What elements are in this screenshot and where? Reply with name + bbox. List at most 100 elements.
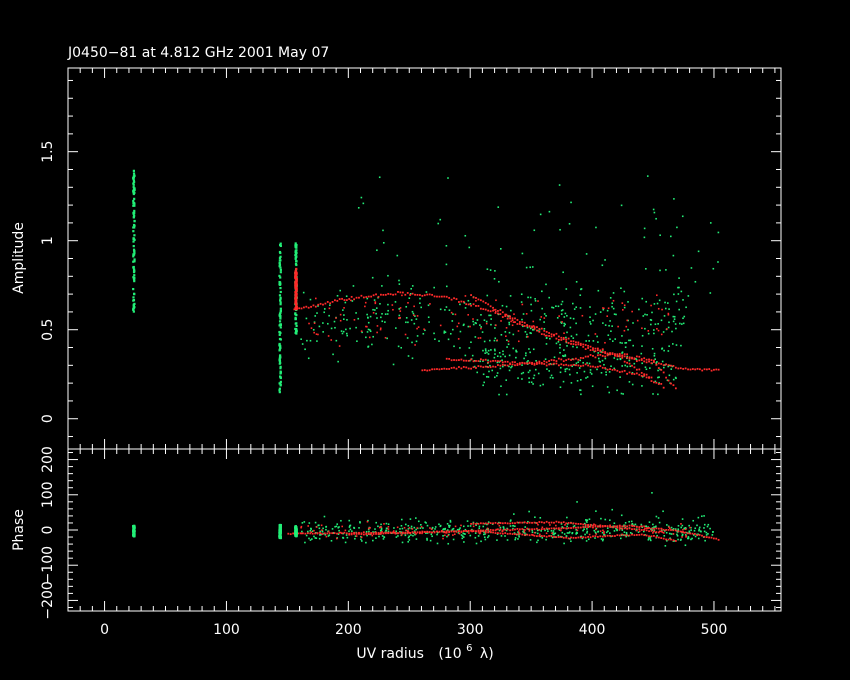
stripe-point — [133, 249, 136, 253]
track-point — [633, 525, 636, 528]
scatter-point — [367, 328, 370, 331]
track-point — [550, 521, 553, 524]
track-point — [460, 530, 463, 533]
scatter-point — [672, 254, 675, 257]
scatter-point — [392, 363, 395, 366]
scatter-point — [479, 337, 482, 339]
track-point — [584, 355, 587, 358]
scatter-point — [641, 345, 643, 347]
scatter-point — [674, 528, 677, 530]
track-point — [616, 534, 619, 537]
scatter-point — [310, 327, 313, 329]
track-point — [626, 534, 629, 537]
scatter-point — [677, 538, 679, 541]
scatter-point — [476, 371, 479, 374]
track-point — [455, 298, 458, 300]
scatter-point — [412, 534, 414, 537]
scatter-point — [346, 319, 348, 321]
scatter-point — [473, 365, 476, 368]
stripe-point — [279, 536, 282, 540]
scatter-point — [705, 531, 708, 534]
stripe-point — [133, 197, 136, 200]
scatter-point — [629, 339, 632, 342]
scatter-point — [531, 529, 534, 532]
track-point — [504, 364, 507, 367]
track-point — [370, 532, 373, 535]
stripe-point — [279, 526, 282, 529]
track-point — [653, 381, 655, 384]
scatter-point — [416, 327, 418, 330]
scatter-point — [467, 325, 470, 328]
track-point — [431, 531, 434, 534]
stripe-point — [278, 265, 281, 268]
scatter-point — [314, 297, 317, 300]
scatter-point — [619, 376, 621, 378]
scatter-point — [445, 306, 448, 308]
track-point — [421, 530, 424, 533]
x-axis-ticks: 0 100 200 300 400 500 — [79, 68, 776, 638]
track-point — [543, 535, 546, 537]
scatter-point — [396, 526, 399, 529]
scatter-point — [559, 228, 561, 231]
scatter-point — [413, 314, 415, 317]
scatter-point — [426, 539, 428, 541]
scatter-point — [335, 317, 337, 319]
scatter-point — [609, 519, 611, 521]
scatter-point — [599, 311, 602, 313]
scatter-point — [512, 527, 514, 530]
scatter-point — [400, 531, 403, 533]
scatter-point — [573, 308, 576, 310]
scatter-point — [627, 319, 629, 322]
track-point — [643, 528, 646, 531]
track-point — [526, 527, 529, 530]
track-point — [367, 295, 370, 298]
track-point — [472, 522, 475, 525]
y-tick-label: 100 — [40, 481, 56, 508]
track-point — [509, 315, 512, 318]
stripe-point — [279, 367, 282, 370]
stripe-point — [133, 258, 136, 261]
scatter-point — [612, 299, 615, 302]
scatter-point — [669, 537, 671, 540]
scatter-point — [321, 529, 323, 531]
scatter-point — [655, 217, 657, 220]
track-point — [492, 309, 494, 312]
scatter-point — [560, 529, 562, 532]
scatter-point — [560, 366, 562, 369]
scatter-point — [515, 349, 517, 352]
scatter-point — [480, 327, 482, 330]
track-point — [638, 526, 641, 528]
scatter-point — [486, 536, 489, 539]
track-point — [621, 354, 624, 357]
track-point — [536, 527, 538, 530]
scatter-point — [575, 333, 578, 336]
scatter-point — [365, 336, 367, 339]
track-point — [506, 532, 509, 535]
scatter-point — [560, 313, 563, 315]
stripe-point — [279, 268, 282, 271]
track-point — [482, 530, 485, 533]
scatter-point — [509, 520, 512, 522]
scatter-point — [444, 309, 446, 311]
track-point — [404, 293, 407, 296]
scatter-point — [487, 535, 490, 537]
scatter-point — [532, 320, 535, 323]
stripe-point — [133, 252, 136, 255]
stripe-point — [278, 362, 281, 365]
scatter-point — [536, 529, 539, 532]
track-point — [713, 368, 715, 371]
scatter-point — [448, 533, 450, 536]
scatter-point — [506, 539, 509, 541]
scatter-point — [563, 322, 565, 325]
track-point — [631, 528, 633, 531]
track-point — [406, 292, 409, 294]
track-point — [553, 333, 555, 336]
scatter-point — [309, 539, 312, 541]
track-point — [604, 355, 607, 358]
scatter-point — [447, 524, 450, 527]
track-point — [526, 533, 529, 536]
scatter-point — [606, 315, 609, 317]
scatter-point — [566, 314, 568, 317]
